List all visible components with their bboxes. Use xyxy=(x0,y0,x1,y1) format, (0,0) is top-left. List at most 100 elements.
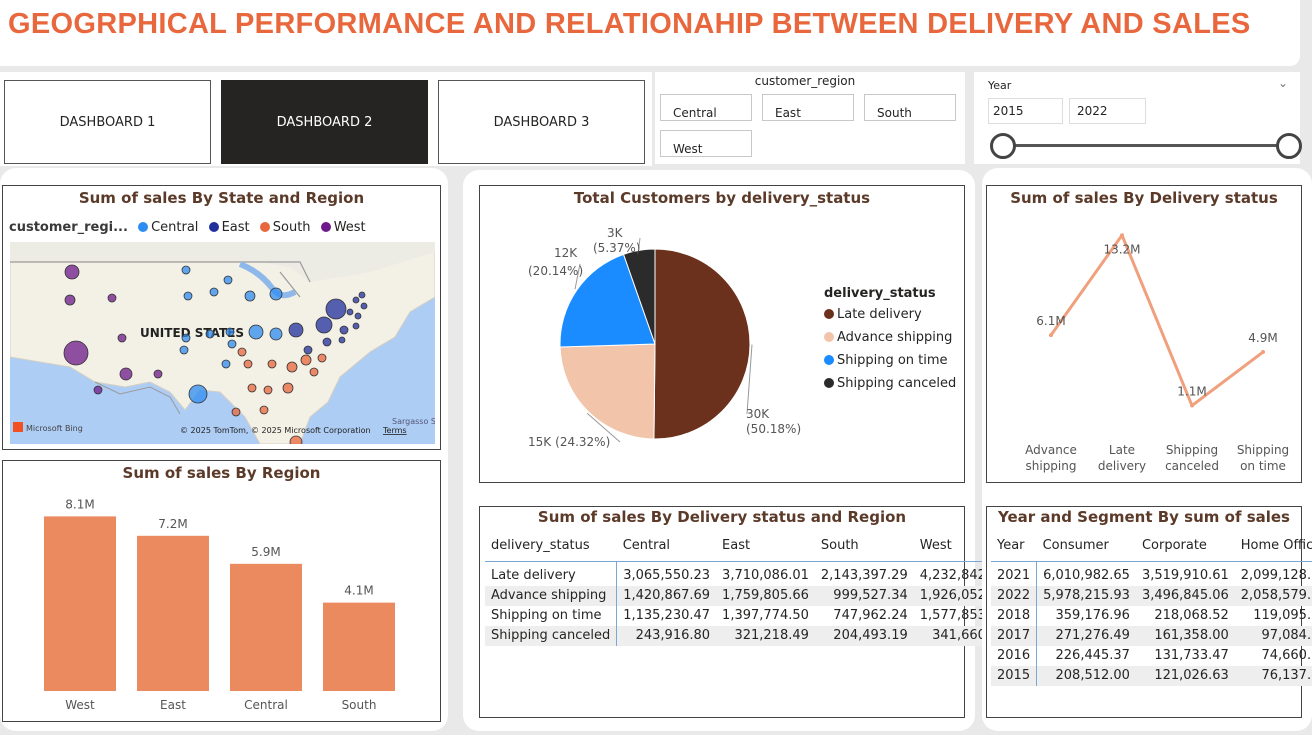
bar-east[interactable] xyxy=(137,535,209,691)
bar-west[interactable] xyxy=(44,516,116,691)
map-bubble[interactable] xyxy=(352,296,360,304)
pie-slice[interactable] xyxy=(559,343,656,440)
bar-central[interactable] xyxy=(230,563,302,691)
legend-item-south[interactable]: South xyxy=(259,220,311,235)
map-bubble[interactable] xyxy=(288,322,304,338)
table-row[interactable]: 2015 208,512.00 121,026.63 76,137.50 xyxy=(991,665,1312,686)
map-bubble[interactable] xyxy=(286,361,298,373)
map-bubble[interactable] xyxy=(244,290,256,302)
region-option-east[interactable]: East xyxy=(762,94,854,121)
nav-button-dashboard-3[interactable]: DASHBOARD 3 xyxy=(438,80,645,164)
map-bubble[interactable] xyxy=(289,435,303,444)
line-point[interactable] xyxy=(1120,233,1124,238)
region-option-west[interactable]: West xyxy=(660,130,752,157)
map-bubble[interactable] xyxy=(352,322,360,330)
table-row[interactable]: 2016 226,445.37 131,733.47 74,660.92 xyxy=(991,645,1312,666)
table-row[interactable]: Late delivery 3,065,550.23 3,710,086.01 2,1… xyxy=(485,561,1013,586)
map-bubble[interactable] xyxy=(243,359,253,369)
map-bubble[interactable] xyxy=(267,359,277,369)
map-bubble[interactable] xyxy=(205,329,215,339)
column-header[interactable]: Home Office xyxy=(1234,531,1312,562)
legend-item-central[interactable]: Central xyxy=(138,220,198,235)
pie-slice[interactable] xyxy=(653,248,751,440)
column-header[interactable]: Consumer xyxy=(1036,531,1136,562)
map-bubble[interactable] xyxy=(93,385,103,395)
map-bubble[interactable] xyxy=(248,324,264,340)
map-bubble[interactable] xyxy=(237,347,247,357)
map-bubble[interactable] xyxy=(269,287,283,301)
map-bubble[interactable] xyxy=(64,294,76,306)
map-canvas[interactable]: UNITED STATES Microsoft Bing © 2025 TomT… xyxy=(10,242,435,444)
map-bubble[interactable] xyxy=(354,312,362,320)
column-header[interactable]: delivery_status xyxy=(485,531,617,562)
map-bubble[interactable] xyxy=(346,308,354,316)
map-bubble[interactable] xyxy=(183,291,193,301)
map-bubble[interactable] xyxy=(117,333,127,343)
map-bubble[interactable] xyxy=(181,333,191,343)
line-point[interactable] xyxy=(1261,350,1265,355)
column-header[interactable]: East xyxy=(716,531,815,562)
map-bubble[interactable] xyxy=(317,353,327,363)
map-bubble[interactable] xyxy=(225,327,235,337)
line-point[interactable] xyxy=(1190,403,1194,408)
column-header[interactable]: Central xyxy=(616,531,717,562)
table-row[interactable]: 2022 5,978,215.93 3,496,845.06 2,058,579.98 xyxy=(991,585,1312,606)
table-row[interactable]: 2021 6,010,982.65 3,519,910.61 2,099,128.34 xyxy=(991,561,1312,586)
delivery-line-chart[interactable]: 6.1M 13.2M 1.1M 4.9M Advance shipping Late deli… xyxy=(987,186,1301,482)
pie-legend-item[interactable]: Advance shipping xyxy=(824,330,956,345)
chevron-down-icon[interactable]: ⌄ xyxy=(1278,76,1289,90)
map-bubble[interactable] xyxy=(188,384,208,404)
map-bubble[interactable] xyxy=(209,287,219,297)
map-bubble[interactable] xyxy=(63,340,89,366)
map-bubble[interactable] xyxy=(227,339,237,349)
map-bubble[interactable] xyxy=(259,405,269,415)
nav-button-dashboard-1[interactable]: DASHBOARD 1 xyxy=(4,80,211,164)
map-bubble[interactable] xyxy=(309,367,319,377)
table-row[interactable]: Advance shipping 1,420,867.69 1,759,805.66… xyxy=(485,585,1013,606)
map-bubble[interactable] xyxy=(300,354,312,366)
map-bubble[interactable] xyxy=(315,316,333,334)
map-bubble[interactable] xyxy=(107,293,117,303)
year-slider-start-handle[interactable] xyxy=(990,133,1016,159)
table-row[interactable]: Shipping canceled 243,916.80 321,218.49 204… xyxy=(485,625,1013,646)
bar-south[interactable] xyxy=(323,602,395,691)
map-bubble[interactable] xyxy=(119,367,133,381)
map-bubble[interactable] xyxy=(153,369,163,379)
legend-item-west[interactable]: West xyxy=(320,220,366,235)
map-bubble[interactable] xyxy=(263,385,273,395)
year-slider-track[interactable] xyxy=(1002,144,1290,147)
region-option-south[interactable]: South xyxy=(864,94,956,121)
pie-legend-item[interactable]: Shipping canceled xyxy=(824,376,956,391)
year-slider-end-handle[interactable] xyxy=(1276,133,1302,159)
region-option-central[interactable]: Central xyxy=(660,94,752,121)
map-bubble[interactable] xyxy=(179,345,189,355)
pie-chart[interactable]: 30K(50.18%) 15K (24.32%) 12K (20.14%) 3K(5.37… xyxy=(480,186,964,482)
map-bubble[interactable] xyxy=(325,298,347,320)
map-bubble[interactable] xyxy=(303,345,313,355)
map-bubble[interactable] xyxy=(269,327,283,341)
table-row[interactable]: 2018 359,176.96 218,068.52 119,095.07 xyxy=(991,605,1312,626)
map-bubble[interactable] xyxy=(223,275,233,285)
column-header[interactable]: South xyxy=(814,531,914,562)
map-bubble[interactable] xyxy=(360,302,368,310)
map-bubble[interactable] xyxy=(322,337,332,347)
legend-item-east[interactable]: East xyxy=(208,220,250,235)
column-header[interactable]: Corporate xyxy=(1135,531,1235,562)
map-bubble[interactable] xyxy=(282,382,294,394)
table-row[interactable]: Shipping on time 1,135,230.47 1,397,774.50… xyxy=(485,605,1013,626)
map-bubble[interactable] xyxy=(247,383,257,393)
year-end-input[interactable]: 2022 xyxy=(1069,98,1146,124)
map-bubble[interactable] xyxy=(231,407,241,417)
delivery-sales-line[interactable] xyxy=(1049,233,1264,408)
nav-button-dashboard-2[interactable]: DASHBOARD 2 xyxy=(221,80,428,164)
pie-slice[interactable] xyxy=(622,248,656,345)
map-bubble[interactable] xyxy=(338,336,346,344)
map-bubble[interactable] xyxy=(221,359,231,369)
column-header[interactable]: Year xyxy=(991,531,1037,562)
year-start-input[interactable]: 2015 xyxy=(988,98,1063,124)
region-bar-chart[interactable]: 8.1M West 7.2M East 5.9M Central 4.1M South xyxy=(3,487,440,721)
pie-legend-item[interactable]: Late delivery xyxy=(824,307,956,322)
table-row[interactable]: 2017 271,276.49 161,358.00 97,084.37 xyxy=(991,625,1312,646)
map-terms-link[interactable]: Terms xyxy=(382,426,407,435)
line-point[interactable] xyxy=(1049,333,1053,338)
